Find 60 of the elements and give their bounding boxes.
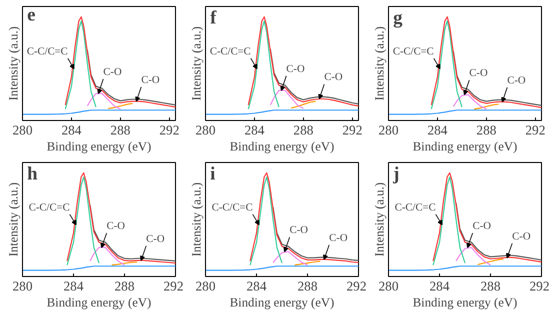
x-axis-title: Binding energy (eV) bbox=[46, 140, 152, 154]
x-tick-label: 280 bbox=[12, 278, 33, 294]
y-axis-title: Intensity (a.u.) bbox=[6, 26, 20, 101]
annotation: C-O bbox=[146, 234, 165, 245]
x-axis-title: Binding energy (eV) bbox=[412, 140, 518, 154]
x-tick-label: 292 bbox=[342, 122, 362, 138]
x-tick-label: 292 bbox=[346, 278, 367, 294]
annotation: C-C/C=C bbox=[392, 46, 434, 58]
x-tick-label: 280 bbox=[12, 122, 33, 138]
annotation: C-C/C=C bbox=[210, 46, 251, 58]
annotation: C-C/C=C bbox=[212, 202, 253, 214]
x-tick-label: 288 bbox=[476, 122, 497, 138]
x-tick-label: 280 bbox=[196, 122, 216, 138]
x-tick-label: 288 bbox=[110, 122, 131, 138]
annotation: C-O bbox=[286, 64, 305, 75]
annotation: C-O bbox=[106, 220, 126, 232]
x-axis-title: Binding energy (eV) bbox=[412, 296, 518, 310]
y-axis-title: Intensity (a.u.) bbox=[372, 182, 386, 257]
x-tick-label: 284 bbox=[244, 122, 265, 138]
x-tick-label: 284 bbox=[61, 122, 82, 138]
annotation: C-O bbox=[324, 72, 343, 84]
annotation: h bbox=[27, 164, 38, 185]
x-tick-label: 292 bbox=[525, 122, 546, 138]
annotation: C-O bbox=[141, 74, 160, 86]
x-tick-label: 284 bbox=[64, 278, 84, 294]
annotation: C-O bbox=[507, 75, 526, 86]
x-tick-label: 280 bbox=[378, 122, 399, 138]
y-axis-title: Intensity (a.u.) bbox=[190, 182, 204, 257]
y-axis-title: Intensity (a.u.) bbox=[372, 26, 386, 101]
annotation: C-O bbox=[512, 231, 531, 242]
annotation: g bbox=[393, 8, 404, 29]
x-tick-label: 284 bbox=[430, 278, 450, 294]
x-tick-label: 288 bbox=[114, 278, 135, 294]
x-tick-label: 280 bbox=[378, 278, 399, 294]
annotation: e bbox=[27, 4, 36, 26]
x-tick-label: 288 bbox=[293, 122, 314, 138]
x-tick-label: 292 bbox=[164, 278, 184, 294]
x-axis-title: Binding energy (eV) bbox=[230, 140, 334, 154]
y-axis-title: Intensity (a.u.) bbox=[6, 182, 20, 257]
x-tick-label: 288 bbox=[480, 278, 501, 294]
x-axis-title: Binding energy (eV) bbox=[230, 296, 334, 310]
x-tick-label: 288 bbox=[298, 278, 318, 294]
annotation: f bbox=[210, 8, 218, 29]
x-tick-label: 292 bbox=[159, 122, 180, 138]
annotation: i bbox=[210, 164, 216, 185]
x-tick-label: 284 bbox=[427, 122, 448, 138]
y-axis-title: Intensity (a.u.) bbox=[190, 26, 204, 101]
annotation: C-O bbox=[469, 68, 488, 80]
x-tick-label: 284 bbox=[246, 278, 267, 294]
annotation: C-O bbox=[329, 232, 348, 244]
annotation: j bbox=[392, 164, 400, 185]
x-tick-label: 292 bbox=[530, 278, 550, 294]
annotation: C-C/C=C bbox=[394, 202, 436, 214]
x-axis-title: Binding energy (eV) bbox=[46, 296, 152, 310]
annotation: C-C/C=C bbox=[28, 202, 70, 214]
x-tick-label: 280 bbox=[196, 278, 216, 294]
annotation: C-O bbox=[290, 225, 308, 236]
annotation: C-O bbox=[103, 67, 122, 78]
annotation: C-C/C=C bbox=[26, 46, 68, 58]
annotation: C-O bbox=[472, 220, 492, 232]
